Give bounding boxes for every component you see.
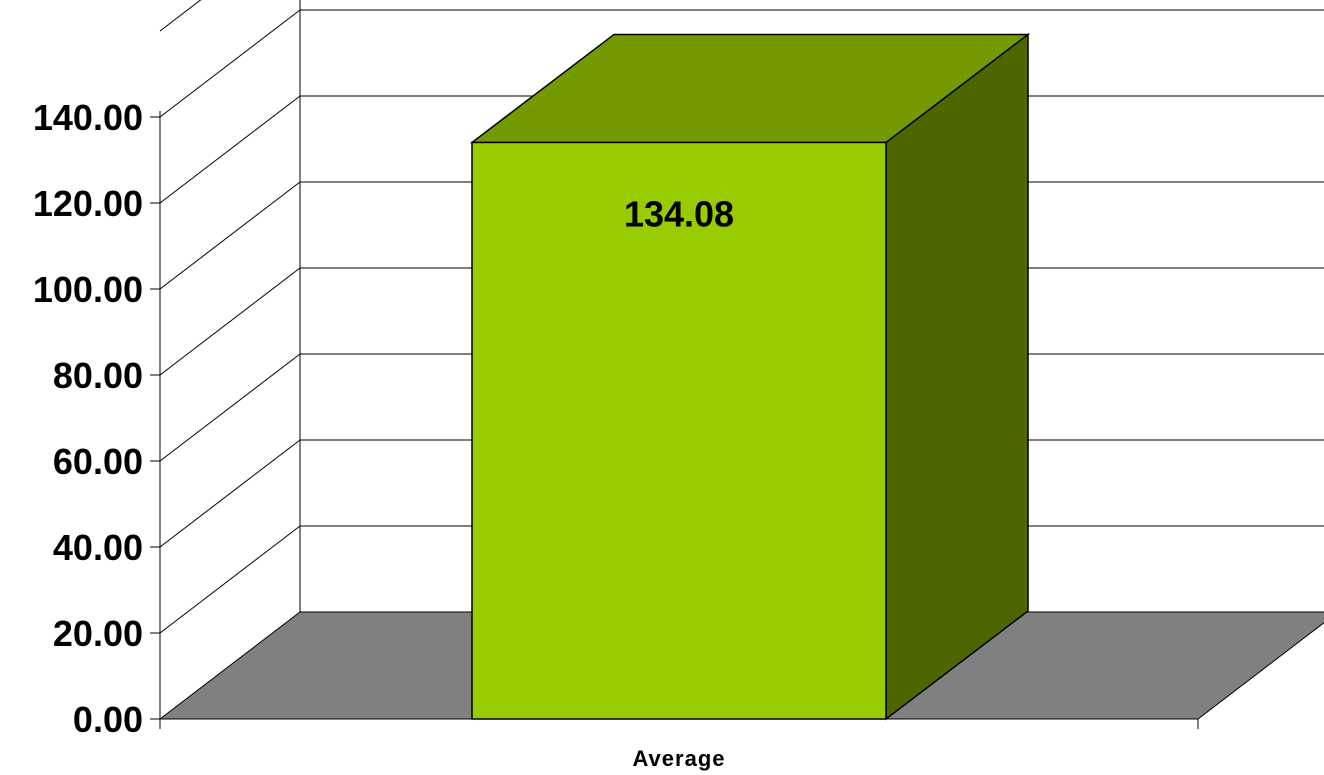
gridline-side	[159, 0, 202, 32]
y-tick-label: 20.00	[53, 613, 143, 654]
x-tick-label: Average	[632, 746, 725, 771]
gridline-side	[159, 9, 301, 118]
y-tick-label: 0.00	[73, 699, 143, 740]
data-label: 134.08	[624, 193, 734, 234]
y-tick-label: 40.00	[53, 527, 143, 568]
bar	[471, 141, 887, 720]
y-tick-label: 140.00	[33, 97, 143, 138]
y-axis: 0.00 20.00 40.00 60.00 80.00 100.00 120.00 140.…	[33, 97, 1199, 740]
y-tick-label: 60.00	[53, 441, 143, 482]
gridline-side	[159, 525, 301, 634]
y-tick-label: 120.00	[33, 183, 143, 224]
gridline-side	[159, 95, 301, 204]
gridline-side	[159, 267, 301, 376]
gridline-side	[159, 181, 301, 290]
bar-side-face	[885, 32, 1029, 721]
bars	[469, 32, 1031, 721]
gridline-side	[159, 353, 301, 462]
gridline-side	[159, 439, 301, 548]
y-tick-label: 80.00	[53, 355, 143, 396]
labels: 134.08 Average	[624, 193, 734, 771]
y-tick-label: 100.00	[33, 269, 143, 310]
